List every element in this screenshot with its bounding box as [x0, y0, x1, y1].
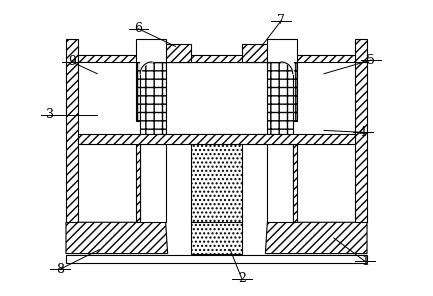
- Text: 1: 1: [361, 255, 369, 268]
- Bar: [78, 134, 355, 144]
- Text: 6: 6: [134, 22, 142, 35]
- Polygon shape: [66, 222, 168, 254]
- Bar: [267, 144, 293, 222]
- Bar: [267, 62, 293, 134]
- Text: 2: 2: [238, 273, 246, 285]
- Bar: [355, 62, 367, 222]
- Bar: [140, 144, 166, 222]
- Bar: [140, 62, 166, 134]
- Bar: [164, 44, 191, 62]
- Text: 7: 7: [277, 15, 285, 28]
- Bar: [66, 62, 78, 222]
- Polygon shape: [265, 222, 367, 254]
- Bar: [191, 140, 242, 222]
- Text: 3: 3: [46, 108, 54, 121]
- Bar: [136, 38, 166, 62]
- Bar: [136, 62, 140, 121]
- Text: 9: 9: [68, 55, 76, 68]
- Text: 4: 4: [359, 126, 367, 139]
- Bar: [267, 38, 297, 62]
- Bar: [242, 44, 269, 62]
- Bar: [136, 144, 140, 222]
- Bar: [66, 38, 78, 62]
- Bar: [293, 144, 297, 222]
- Bar: [191, 220, 242, 254]
- Text: 8: 8: [56, 263, 64, 276]
- Bar: [293, 62, 297, 121]
- Text: 5: 5: [367, 54, 375, 67]
- Bar: [166, 62, 267, 134]
- Bar: [66, 255, 367, 263]
- Bar: [78, 55, 355, 62]
- Bar: [355, 38, 367, 62]
